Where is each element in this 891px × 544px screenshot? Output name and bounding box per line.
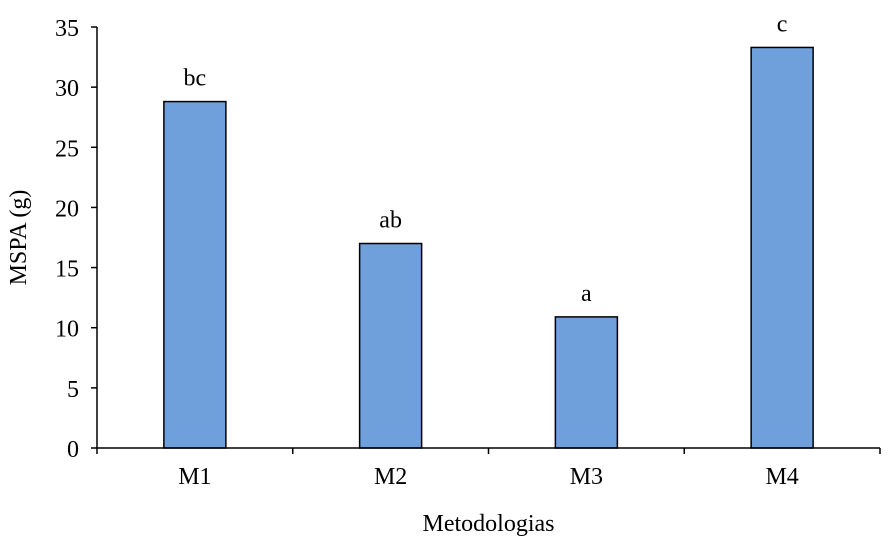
data-label-m3: a (581, 281, 592, 307)
y-tick-label-20: 20 (55, 196, 79, 222)
y-tick-label-35: 35 (55, 16, 79, 42)
x-tick-label-m1: M1 (178, 464, 211, 490)
data-label-m4: c (777, 11, 788, 37)
x-tick-label-m2: M2 (374, 464, 407, 490)
x-tick-label-m4: M4 (765, 464, 798, 490)
y-tick-label-30: 30 (55, 76, 79, 102)
bar-m1 (163, 100, 227, 449)
y-tick-label-15: 15 (55, 257, 79, 283)
bars-layer (163, 46, 814, 449)
y-tick-label-25: 25 (55, 136, 79, 162)
y-tick-label-0: 0 (67, 437, 79, 463)
labels-layer: bc M1 ab M2 a M3 c M4 0 5 10 15 20 25 30 35 (55, 11, 799, 490)
bar-m4 (750, 46, 814, 449)
bar-m3 (554, 316, 619, 449)
data-label-m2: ab (379, 208, 402, 234)
y-axis-title: MSPA (g) (6, 190, 32, 286)
bar-m2 (358, 242, 423, 449)
x-axis-title: Metodologias (423, 511, 555, 537)
y-tick-label-5: 5 (67, 377, 79, 403)
y-tick-label-10: 10 (55, 317, 79, 343)
axes-layer (91, 26, 881, 454)
x-tick-label-m3: M3 (570, 464, 603, 490)
data-label-m1: bc (184, 66, 207, 92)
